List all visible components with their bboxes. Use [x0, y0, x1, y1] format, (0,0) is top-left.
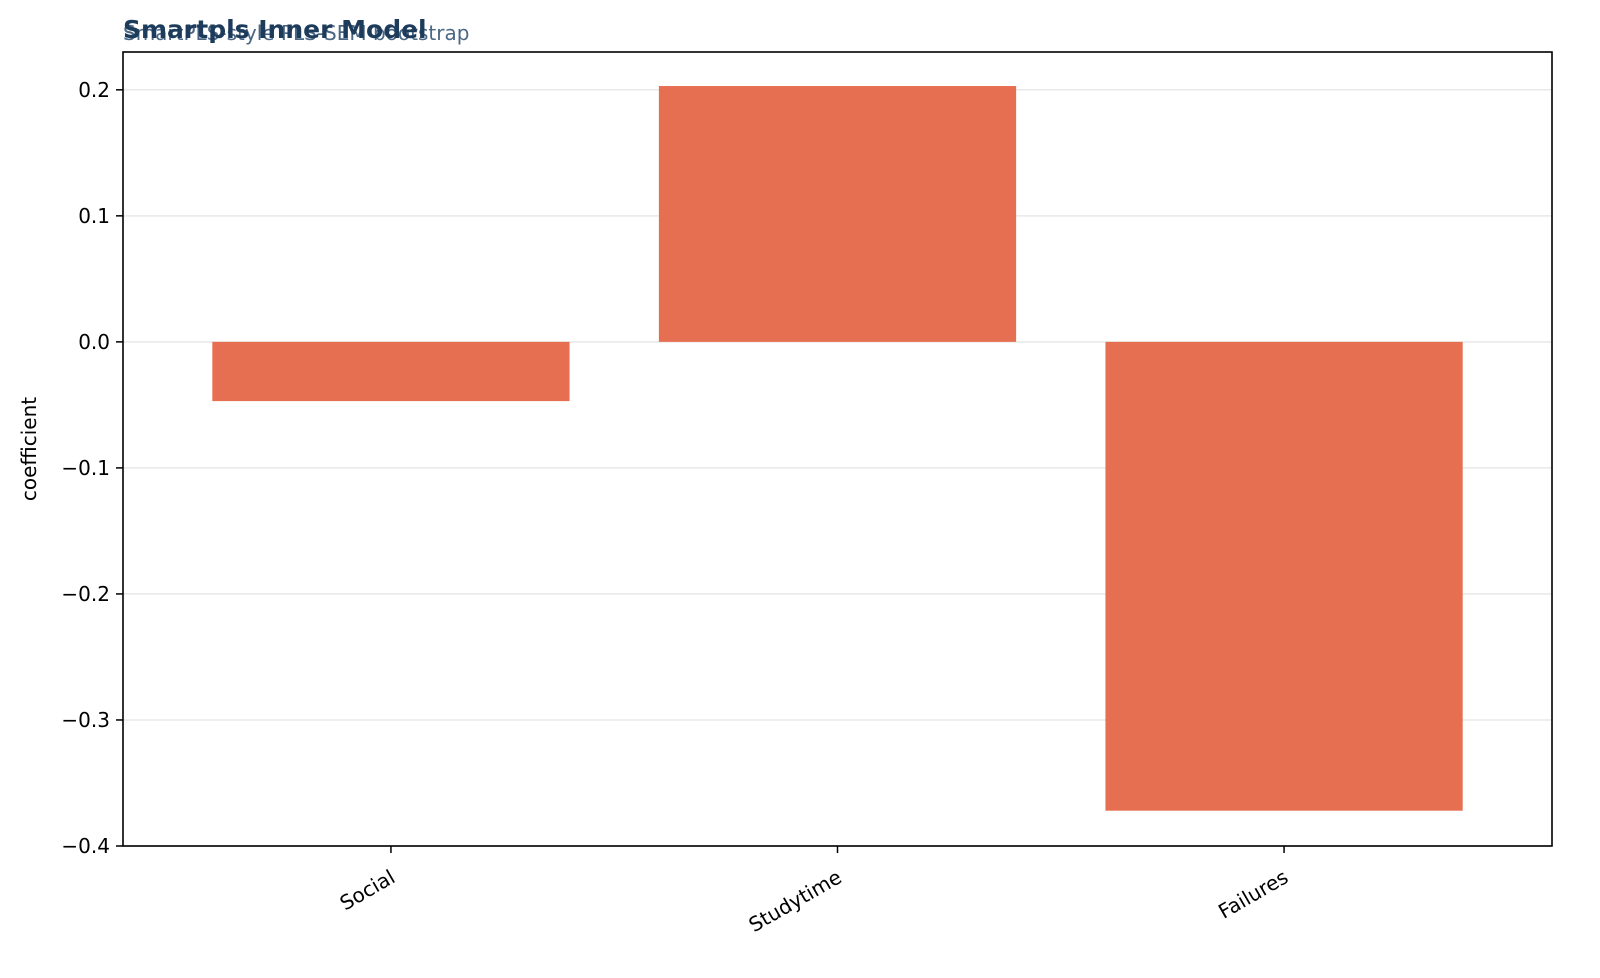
bars — [212, 86, 1463, 811]
y-tick-label: −0.2 — [61, 582, 110, 606]
x-tick-label: Studytime — [744, 865, 845, 937]
x-tick-label: Failures — [1214, 865, 1292, 924]
y-axis-label: coefficient — [17, 397, 41, 501]
y-tick-label: −0.4 — [61, 834, 110, 858]
chart-subtitle: SmartPLS-style PLS-SEM bootstrap — [123, 21, 469, 45]
y-tick-label: 0.1 — [78, 204, 110, 228]
bar-social — [212, 341, 570, 402]
y-tick-label: −0.3 — [61, 708, 110, 732]
y-axis-ticks: 0.2 0.1 0.0 −0.1 −0.2 −0.3 −0.4 — [61, 78, 123, 858]
y-tick-label: −0.1 — [61, 456, 110, 480]
y-tick-label: 0.0 — [78, 330, 110, 354]
x-axis-ticks: Social Studytime Failures — [336, 846, 1292, 937]
bar-failures — [1105, 341, 1463, 811]
y-tick-label: 0.2 — [78, 78, 110, 102]
x-tick-label: Social — [336, 865, 399, 915]
chart-title: Smartpls Inner Model — [123, 15, 427, 44]
bar-studytime — [658, 86, 1017, 342]
